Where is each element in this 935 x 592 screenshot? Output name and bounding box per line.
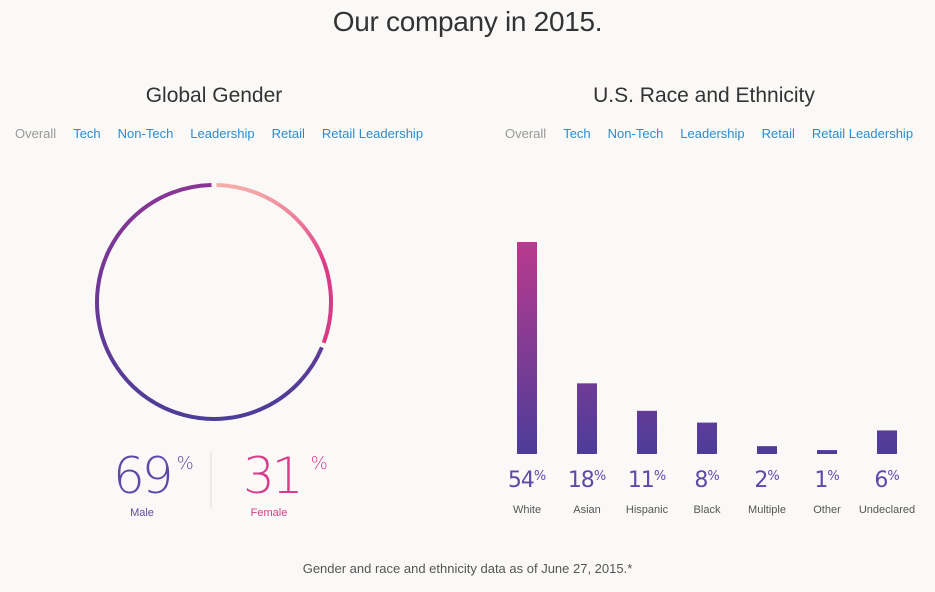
bar-value-percent-sign: % <box>653 469 667 484</box>
female-percent-value: 31 <box>243 447 304 505</box>
bar-value-number: 54 <box>507 468 535 493</box>
footnote: Gender and race and ethnicity data as of… <box>302 561 633 576</box>
bar-value-percent-sign: % <box>533 469 547 484</box>
male-stat: 69% <box>113 447 194 505</box>
bar-value-label: 6% <box>857 468 917 493</box>
bar-value-percent-sign: % <box>827 469 840 484</box>
bar-white <box>517 242 537 454</box>
bar-category-label: Black <box>693 504 721 516</box>
bar-value-number: 8 <box>694 468 708 493</box>
male-percent-sign: % <box>176 453 194 474</box>
gender-tabs: Overall Tech Non-Tech Leadership Retail Retai… <box>15 126 440 141</box>
bar-value-percent-sign: % <box>593 469 607 484</box>
bar-undeclared <box>877 430 897 454</box>
gender-section-title: Global Gender <box>145 84 283 107</box>
bar-category-label: White <box>512 504 542 516</box>
gender-tab-retail-leadership[interactable]: Retail Leadership <box>321 126 424 141</box>
race-tab-leadership[interactable]: Leadership <box>680 126 745 141</box>
bar-value-number: 18 <box>567 468 595 493</box>
bar-black <box>697 422 717 454</box>
bar-value-percent-sign: % <box>707 469 720 484</box>
gender-tab-retail[interactable]: Retail <box>271 126 305 141</box>
race-tabs: Overall Tech Non-Tech Leadership Retail Retai… <box>505 126 930 141</box>
bar-category-label: Hispanic <box>625 504 669 516</box>
bar-value-percent-sign: % <box>887 469 900 484</box>
gender-tab-overall[interactable]: Overall <box>15 126 57 141</box>
bar-value-label: 8% <box>677 468 737 493</box>
race-tab-retail[interactable]: Retail <box>761 126 795 141</box>
bar-value-label: 54% <box>497 468 557 493</box>
bar-value-label: 11% <box>617 468 677 493</box>
male-arc <box>95 183 324 421</box>
bar-value-number: 1 <box>814 468 828 493</box>
bar-category-label: Asian <box>573 504 601 516</box>
gender-tab-non-tech[interactable]: Non-Tech <box>117 126 174 141</box>
bar-value-number: 11 <box>627 468 655 493</box>
race-tab-overall[interactable]: Overall <box>505 126 547 141</box>
bar-value-number: 2 <box>754 468 768 493</box>
bar-value-number: 6 <box>874 468 888 493</box>
bar-value-label: 2% <box>737 468 797 493</box>
female-percent-sign: % <box>310 453 328 474</box>
bar-hispanic <box>637 410 657 454</box>
bar-category-label: Undeclared <box>858 504 916 516</box>
race-section-title: U.S. Race and Ethnicity <box>593 84 815 107</box>
race-tab-retail-leadership[interactable]: Retail Leadership <box>811 126 914 141</box>
female-label: Female <box>250 507 288 519</box>
gender-tab-leadership[interactable]: Leadership <box>190 126 255 141</box>
bar-value-percent-sign: % <box>767 469 780 484</box>
race-tab-non-tech[interactable]: Non-Tech <box>607 126 664 141</box>
page-title: Our company in 2015. <box>332 6 603 37</box>
bar-other <box>817 450 837 454</box>
bar-value-label: 18% <box>557 468 617 493</box>
race-tab-tech[interactable]: Tech <box>563 126 591 141</box>
male-percent-value: 69 <box>113 447 174 505</box>
female-arc <box>216 183 333 344</box>
race-bar-chart <box>517 242 897 454</box>
bar-value-label: 1% <box>797 468 857 493</box>
male-label: Male <box>130 507 154 519</box>
bar-asian <box>577 383 597 454</box>
bar-category-label: Other <box>813 504 841 516</box>
gender-donut-chart <box>95 183 333 421</box>
bar-multiple <box>757 446 777 454</box>
bar-category-label: Multiple <box>748 504 786 516</box>
female-stat: 31% <box>243 447 328 505</box>
gender-tab-tech[interactable]: Tech <box>73 126 101 141</box>
